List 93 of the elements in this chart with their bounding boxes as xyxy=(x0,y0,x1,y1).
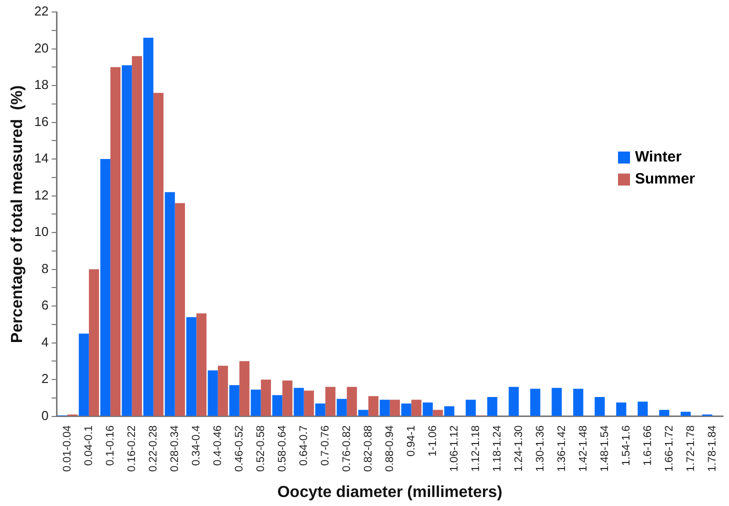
y-tick-label: 8 xyxy=(41,260,49,276)
legend-label: Summer xyxy=(635,170,696,188)
y-tick-label: 6 xyxy=(41,298,49,313)
bar xyxy=(638,402,648,416)
y-tick-label: 0 xyxy=(41,408,49,423)
bar xyxy=(229,385,240,416)
bar xyxy=(616,402,626,416)
x-tick-label: 1.54-1.6 xyxy=(620,425,632,466)
bar xyxy=(143,38,154,416)
bar xyxy=(358,410,368,416)
bar xyxy=(208,370,218,416)
bar xyxy=(336,398,347,416)
y-tick-label: 2 xyxy=(41,371,49,386)
bar xyxy=(174,203,185,416)
y-tick-label: 16 xyxy=(34,114,49,129)
x-tick-label: 0.01-0.04 xyxy=(61,425,74,472)
bar xyxy=(315,403,326,416)
bar xyxy=(401,403,412,416)
bar xyxy=(260,380,271,416)
bar xyxy=(250,390,261,416)
x-tick-label: 0.4-0.46 xyxy=(212,425,224,466)
x-tick-label: 0.04-0.1 xyxy=(82,425,95,466)
x-tick-label: 0.76-0.82 xyxy=(340,425,353,472)
bar xyxy=(78,334,89,416)
bar xyxy=(530,388,540,416)
bar xyxy=(110,67,120,416)
bar xyxy=(444,406,454,416)
bar xyxy=(239,361,250,416)
x-tick-label: 0.34-0.4 xyxy=(190,425,202,466)
x-tick-label: 0.52-0.58 xyxy=(254,425,267,472)
x-tick-label: 1.18-1.24 xyxy=(491,425,504,472)
x-tick-label: 1.42-1.48 xyxy=(577,425,590,472)
bar xyxy=(508,386,519,416)
bar xyxy=(680,412,691,416)
x-tick-label: 1.36-1.42 xyxy=(556,425,568,472)
y-tick-label: 14 xyxy=(34,150,49,166)
y-axis-title: Percentage of total measured (%) xyxy=(9,85,26,344)
x-tick-label: 1-1.06 xyxy=(426,425,439,457)
bar xyxy=(466,400,476,416)
bar xyxy=(282,380,292,416)
x-tick-label: 0.1-0.16 xyxy=(104,425,116,466)
x-tick-label: 0.94-1 xyxy=(405,425,418,457)
bar xyxy=(432,410,443,416)
y-tick-label: 20 xyxy=(34,40,49,56)
bar xyxy=(390,400,400,416)
x-tick-label: 0.88-0.94 xyxy=(384,425,396,472)
y-tick-label: 22 xyxy=(34,4,49,19)
bar xyxy=(573,388,584,416)
bar xyxy=(186,317,196,416)
bar xyxy=(659,410,670,416)
legend-label: Winter xyxy=(635,148,682,166)
x-tick-label: 0.7-0.76 xyxy=(319,425,332,466)
x-tick-label: 0.22-0.28 xyxy=(147,425,160,472)
x-tick-label: 0.82-0.88 xyxy=(362,425,374,472)
x-axis-title: Oocyte diameter (millimeters) xyxy=(277,484,502,501)
bar xyxy=(132,56,142,416)
bar xyxy=(380,400,390,416)
x-tick-label: 1.78-1.84 xyxy=(706,425,718,472)
bar xyxy=(594,397,605,416)
bar xyxy=(487,397,498,416)
x-tick-label: 0.58-0.64 xyxy=(276,425,288,472)
y-tick-label: 18 xyxy=(34,77,49,92)
x-tick-label: 1.6-1.66 xyxy=(642,425,654,466)
y-tick-label: 4 xyxy=(41,334,49,350)
x-tick-label: 1.66-1.72 xyxy=(663,425,676,472)
y-tick-label: 10 xyxy=(34,224,49,240)
x-tick-label: 1.24-1.30 xyxy=(512,425,525,472)
x-tick-label: 0.16-0.22 xyxy=(126,425,138,472)
bar xyxy=(218,366,228,416)
bar xyxy=(153,92,164,416)
bar xyxy=(346,386,357,416)
x-tick-label: 1.48-1.54 xyxy=(598,425,611,472)
x-tick-label: 1.12-1.18 xyxy=(470,425,482,472)
bar xyxy=(122,65,132,416)
bar xyxy=(411,400,422,416)
bar xyxy=(196,313,206,416)
bar xyxy=(368,396,378,416)
bar xyxy=(422,402,433,416)
x-tick-label: 1.72-1.78 xyxy=(684,425,697,472)
x-tick-label: 1.30-1.36 xyxy=(534,425,546,472)
x-tick-label: 0.64-0.7 xyxy=(298,425,310,466)
bar xyxy=(272,395,282,416)
bar xyxy=(325,386,336,416)
bar xyxy=(294,388,304,416)
x-tick-label: 1.06-1.12 xyxy=(448,425,460,472)
x-tick-label: 0.46-0.52 xyxy=(233,425,246,472)
bar xyxy=(88,269,100,416)
bar xyxy=(552,388,562,416)
x-tick-label: 0.28-0.34 xyxy=(168,425,181,472)
y-tick-label: 12 xyxy=(34,187,49,202)
bar xyxy=(304,390,314,416)
bar xyxy=(100,159,110,416)
bar xyxy=(164,192,175,416)
